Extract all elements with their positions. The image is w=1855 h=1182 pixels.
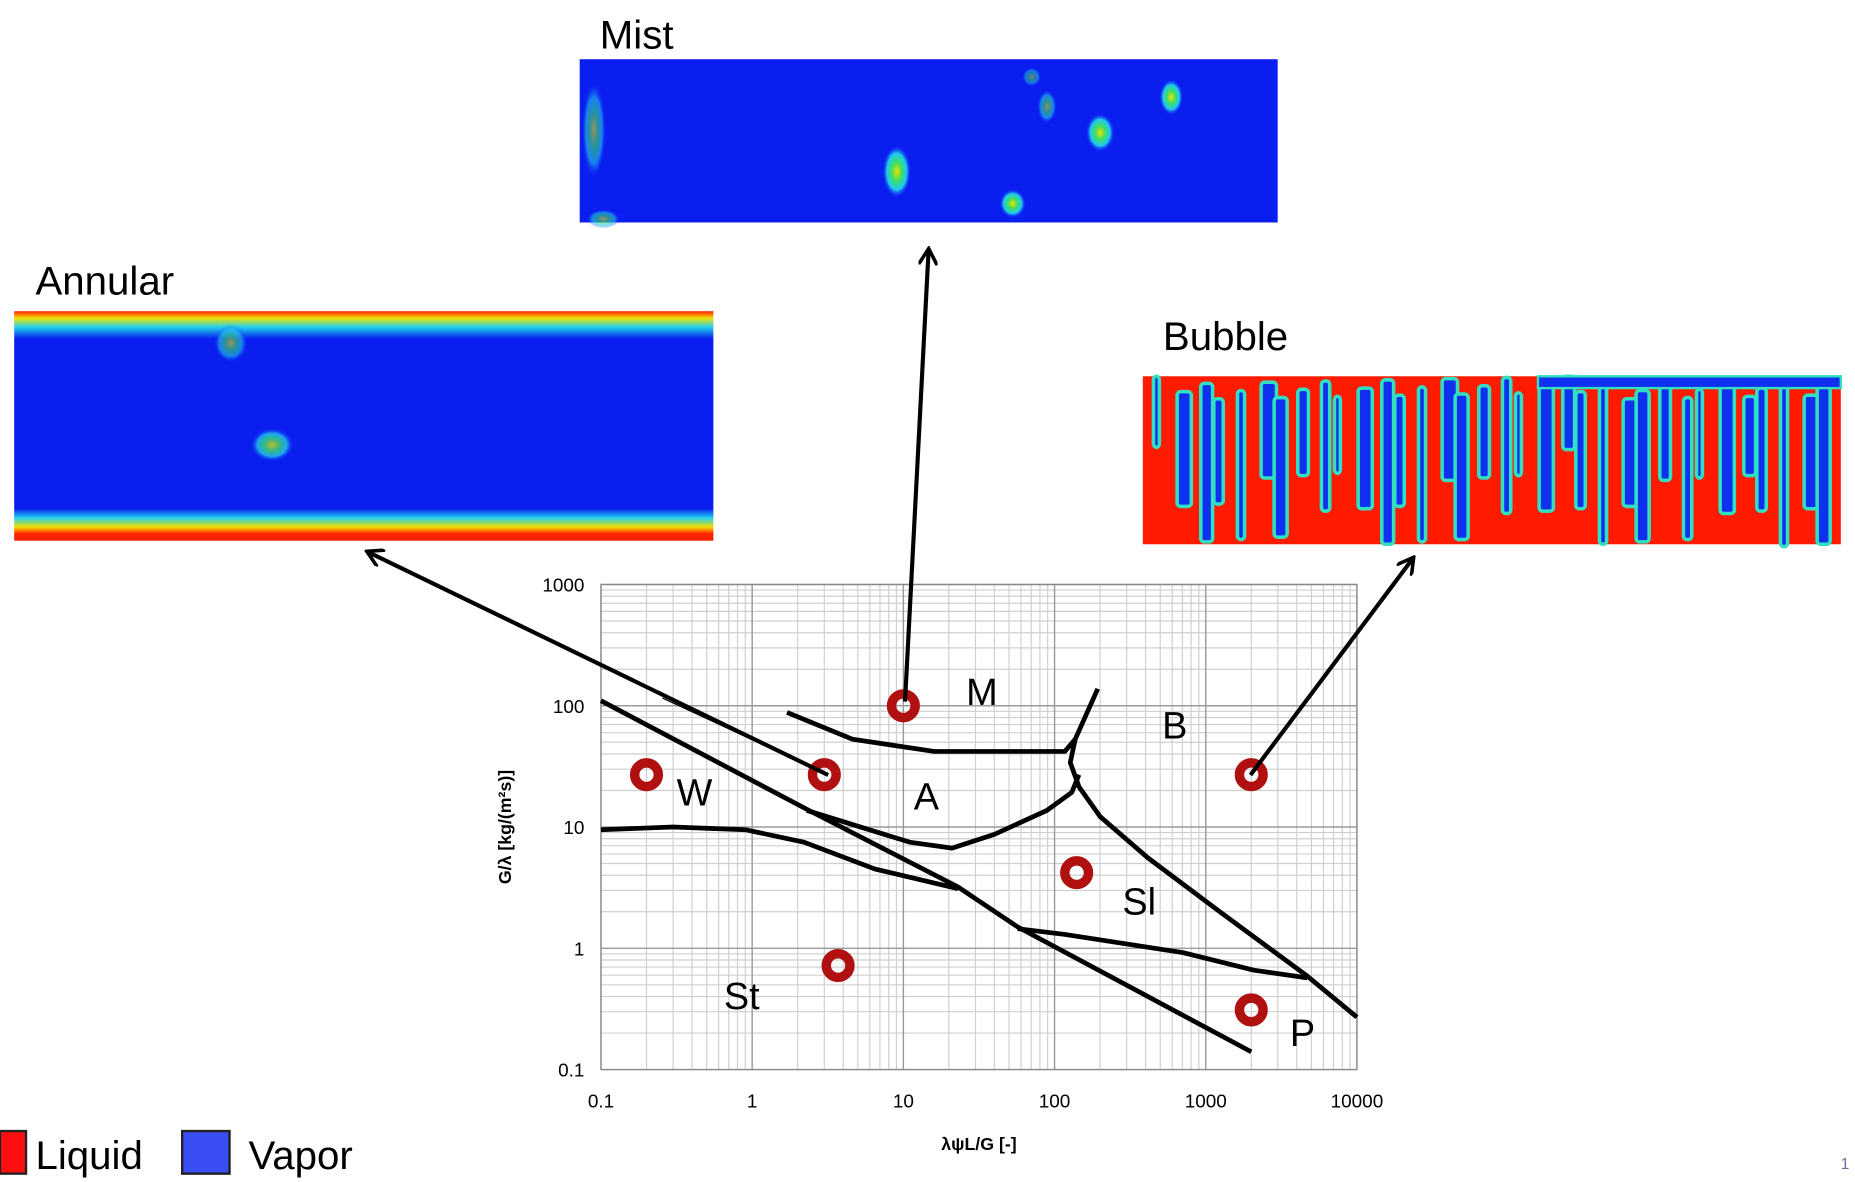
streak: [1237, 390, 1244, 539]
legend-swatch: [182, 1131, 229, 1174]
mist-image: [580, 59, 1278, 228]
data-point: [826, 954, 850, 978]
streak: [1817, 387, 1830, 544]
streak: [1539, 385, 1553, 512]
streak: [1502, 377, 1510, 513]
region-label: B: [1162, 705, 1187, 747]
streak: [1515, 393, 1521, 476]
streak: [1683, 398, 1691, 540]
slide: Mist Annular Bubble 0.11101001000100000.…: [0, 0, 1855, 1182]
streak: [1455, 394, 1468, 540]
region-label: Sl: [1122, 882, 1156, 924]
x-tick-label: 10000: [1331, 1091, 1384, 1112]
bubble-image: [1143, 376, 1841, 546]
streak: [1418, 387, 1425, 542]
streak: [1214, 399, 1223, 504]
page: {"panels":[{"title":"Mist"},{"title":"An…: [0, 0, 1855, 1182]
legend-label: Liquid: [35, 1133, 142, 1178]
streak: [1274, 398, 1287, 538]
data-point: [1065, 861, 1089, 885]
y-tick-label: 1000: [542, 576, 584, 597]
streak: [1201, 383, 1213, 542]
streak: [1636, 390, 1649, 541]
region-label: P: [1290, 1013, 1315, 1055]
streak: [1538, 376, 1841, 388]
streak: [1757, 388, 1766, 511]
streak: [1177, 392, 1191, 507]
streak: [1298, 389, 1309, 475]
y-axis-title: G/λ [kg/(m²s)]: [495, 770, 515, 884]
boundary-line: [601, 701, 1251, 1052]
boundary-line: [1070, 689, 1357, 1017]
streak: [1479, 386, 1490, 478]
panel-title: Bubble: [1163, 314, 1288, 359]
annular-image: [14, 311, 713, 541]
streak: [1153, 376, 1159, 447]
plot: 0.1 1 10 100 1000 10000 0.1 1 10 100 1000 λψL/G [-]…: [495, 576, 1383, 1154]
region-label: W: [677, 773, 713, 815]
y-tick-label: 1: [574, 939, 585, 960]
legend: Liquid Vapor: [0, 1131, 353, 1178]
streak: [1720, 381, 1734, 514]
streak: [1395, 395, 1404, 506]
panel-title: Annular: [35, 259, 174, 304]
y-tick-label: 0.1: [558, 1061, 584, 1082]
legend-label: Vapor: [248, 1133, 352, 1178]
x-tick-label: 1000: [1185, 1091, 1227, 1112]
streak: [1599, 383, 1606, 544]
x-tick-label: 10: [893, 1091, 914, 1112]
streak: [1382, 380, 1394, 544]
region-label: St: [724, 976, 760, 1018]
streak: [1780, 380, 1787, 547]
boundary-line: [807, 775, 1079, 848]
x-tick-label: 100: [1039, 1091, 1071, 1112]
region-label: M: [966, 672, 998, 714]
streak: [1744, 396, 1756, 475]
streak: [1334, 396, 1340, 473]
x-axis-title: λψL/G [-]: [941, 1134, 1016, 1154]
legend-swatch: [0, 1131, 26, 1174]
page-number: 1: [1841, 1156, 1850, 1173]
streak: [1660, 382, 1671, 480]
streak: [1321, 381, 1329, 511]
region-label: A: [914, 776, 940, 818]
y-tick-label: 100: [553, 697, 585, 718]
streak: [1358, 388, 1372, 509]
streak: [1696, 389, 1702, 478]
streak: [1576, 392, 1585, 509]
x-tick-label: 0.1: [588, 1091, 614, 1112]
x-tick-label: 1: [747, 1091, 758, 1112]
y-tick-label: 10: [563, 818, 584, 839]
panel-title: Mist: [600, 13, 674, 58]
boundary-line: [787, 712, 1075, 751]
